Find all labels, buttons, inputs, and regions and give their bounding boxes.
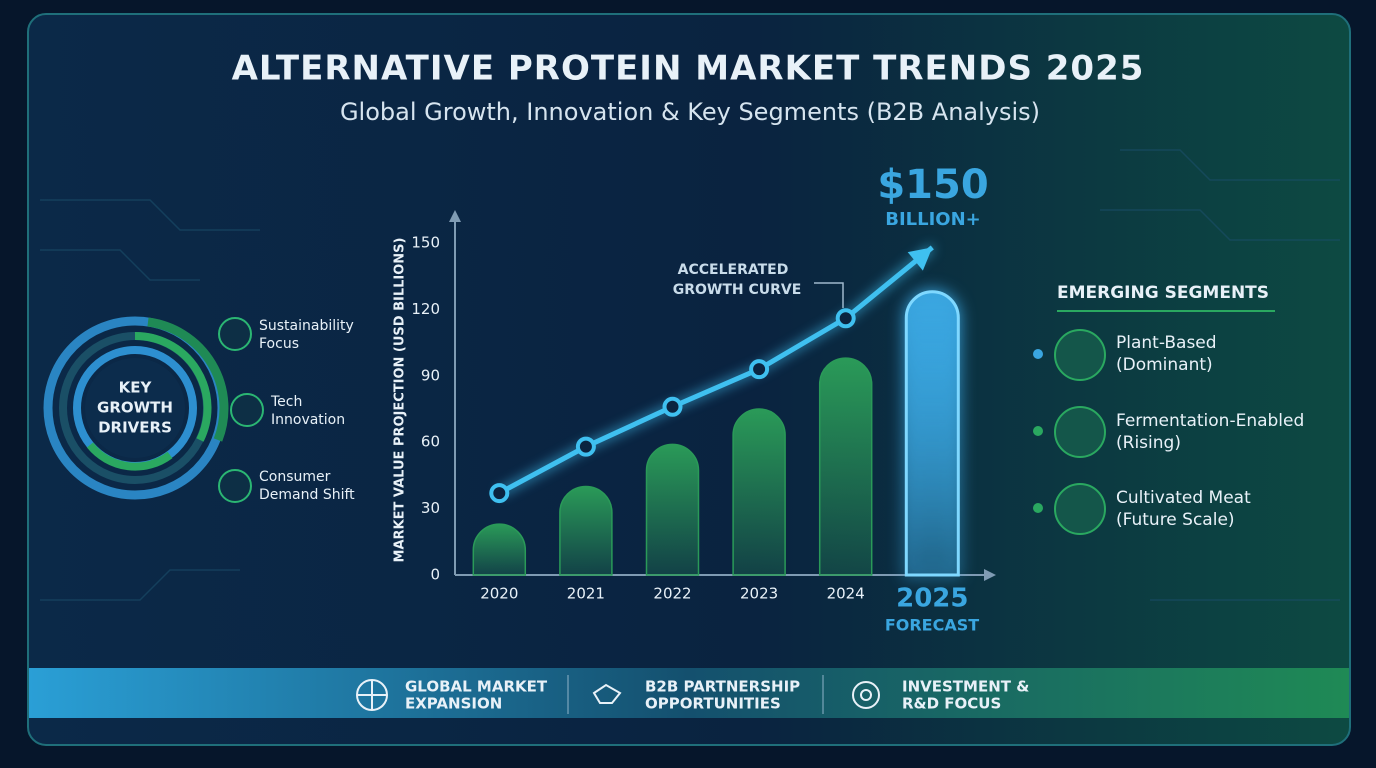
driver-icons	[218, 317, 264, 503]
bar	[732, 408, 786, 576]
drivers-donut	[43, 316, 229, 500]
target-value: $150	[877, 162, 988, 208]
segment-label: Fermentation-Enabled	[1116, 411, 1304, 431]
footer-label: INVESTMENT &	[902, 678, 1029, 696]
line-point	[662, 396, 683, 417]
line-point	[749, 359, 770, 380]
axes	[449, 210, 996, 581]
footer-band	[29, 668, 1349, 718]
target-unit: BILLION+	[885, 209, 981, 230]
footer-label: R&D FOCUS	[902, 695, 1001, 713]
segment-label: (Dominant)	[1116, 355, 1213, 375]
annotation-connector	[814, 282, 844, 308]
x-tick-label: 2023	[740, 585, 778, 603]
drivers-title: KEY	[119, 379, 153, 397]
y-tick-label: 120	[411, 300, 440, 318]
drivers-title: GROWTH	[97, 399, 173, 417]
segment-label: (Rising)	[1116, 433, 1181, 453]
bar	[645, 443, 700, 576]
annotation: GROWTH CURVE	[673, 282, 802, 298]
drivers-title: DRIVERS	[98, 419, 172, 437]
footer-label: EXPANSION	[405, 695, 502, 713]
growth-line	[498, 245, 934, 496]
driver-label: Consumer	[259, 469, 331, 485]
title: ALTERNATIVE PROTEIN MARKET TRENDS 2025	[232, 49, 1145, 89]
forecast-label: FORECAST	[885, 616, 979, 635]
bar	[818, 357, 873, 576]
segment-label: (Future Scale)	[1116, 510, 1235, 530]
driver-label: Innovation	[271, 412, 345, 428]
y-tick-label: 150	[411, 234, 440, 252]
annotation: ACCELERATED	[678, 262, 789, 278]
panel	[27, 13, 1351, 746]
line-point	[835, 308, 856, 329]
x-tick-label: 2020	[480, 585, 518, 603]
segment-label: Plant-Based	[1116, 333, 1217, 353]
x-tick-label: 2021	[567, 585, 605, 603]
x-tick-label: 2022	[653, 585, 691, 603]
y-tick-label: 60	[421, 433, 440, 451]
footer-label: B2B PARTNERSHIP	[645, 678, 800, 696]
bar	[904, 290, 960, 577]
bar	[559, 485, 613, 576]
subtitle: Global Growth, Innovation & Key Segments…	[340, 98, 1040, 126]
x-tick-label: 2024	[827, 585, 865, 603]
y-tick-label: 90	[421, 366, 440, 384]
x-tick-label: 2025	[896, 584, 968, 614]
footer-icons	[356, 679, 880, 711]
y-tick-label: 0	[430, 566, 440, 584]
driver-label: Focus	[259, 336, 299, 352]
y-tick-label: 30	[421, 499, 440, 517]
driver-label: Demand Shift	[259, 487, 355, 503]
segment-icons	[1033, 329, 1106, 535]
line-point	[489, 483, 510, 504]
driver-label: Tech	[270, 394, 302, 410]
driver-label: Sustainability	[259, 318, 354, 334]
footer-label: OPPORTUNITIES	[645, 695, 781, 713]
segment-label: Cultivated Meat	[1116, 488, 1251, 508]
arrow-head	[907, 247, 933, 271]
circuit-decoration	[40, 149, 1340, 601]
line-point	[575, 436, 596, 457]
bar	[472, 523, 527, 576]
segments-title: EMERGING SEGMENTS	[1057, 283, 1269, 303]
footer-label: GLOBAL MARKET	[405, 678, 548, 696]
y-axis-label: MARKET VALUE PROJECTION (USD BILLIONS)	[393, 238, 408, 563]
